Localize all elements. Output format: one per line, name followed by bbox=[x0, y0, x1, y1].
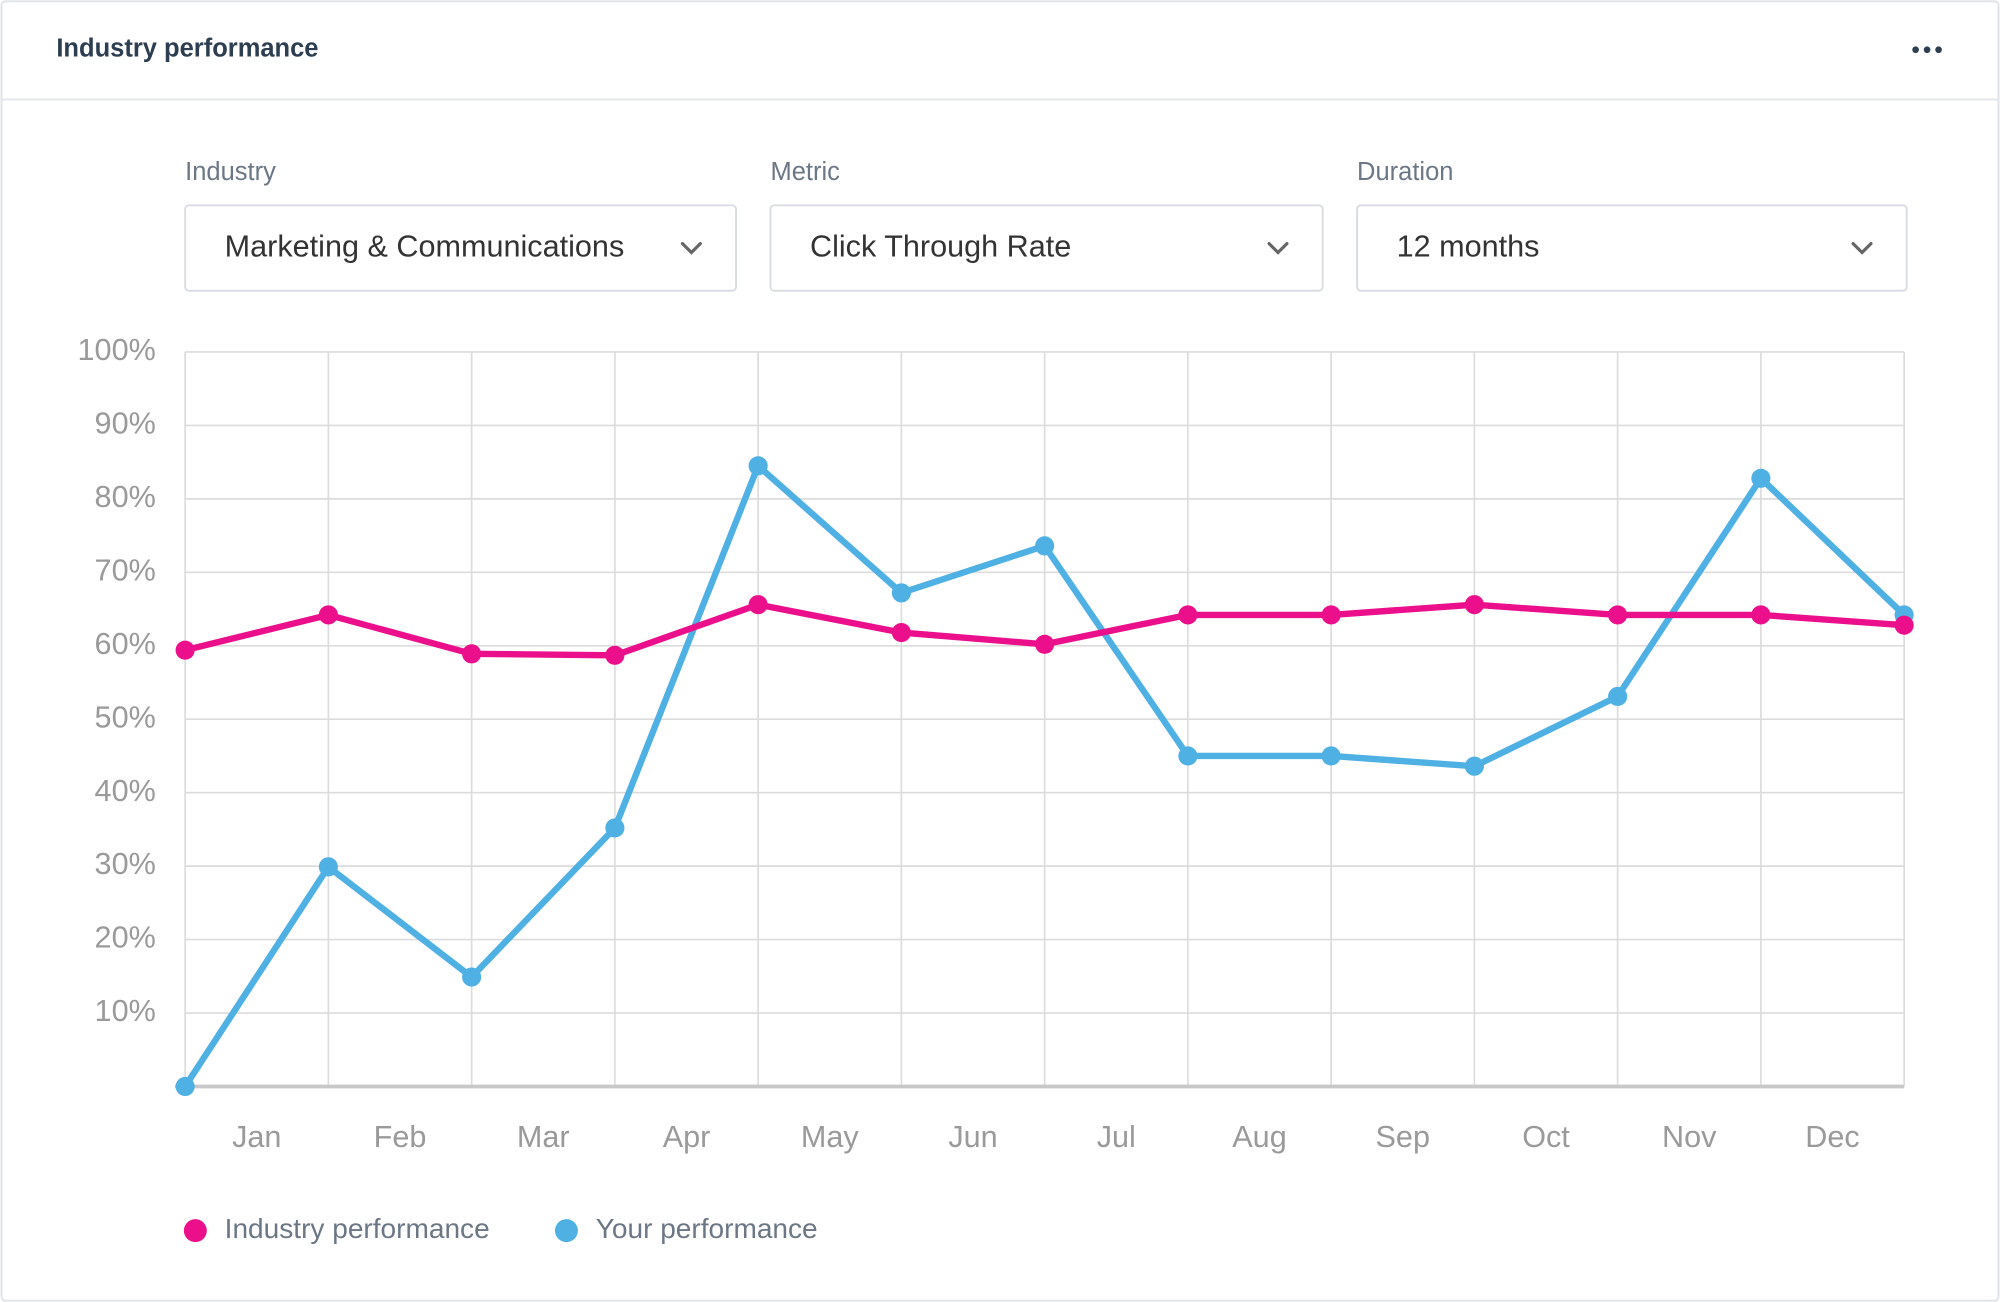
x-tick-label: Dec bbox=[1805, 1120, 1859, 1154]
x-tick-label: Feb bbox=[374, 1120, 427, 1154]
x-tick-label: Oct bbox=[1522, 1120, 1570, 1154]
y-tick-label: 80% bbox=[95, 480, 156, 514]
data-point bbox=[891, 583, 911, 603]
data-point bbox=[1321, 605, 1341, 625]
data-point bbox=[1178, 746, 1198, 766]
legend-label: Your performance bbox=[596, 1213, 818, 1244]
y-tick-label: 70% bbox=[95, 553, 156, 587]
menu-dot bbox=[1912, 46, 1919, 54]
data-point bbox=[1608, 605, 1628, 625]
x-tick-label: Jul bbox=[1097, 1120, 1136, 1154]
y-tick-label: 40% bbox=[95, 774, 156, 808]
x-tick-label: Sep bbox=[1376, 1120, 1430, 1154]
dropdown-chevron bbox=[680, 241, 702, 255]
data-point bbox=[462, 967, 482, 987]
y-tick-label: 10% bbox=[95, 994, 156, 1028]
menu-button[interactable] bbox=[1912, 46, 1942, 54]
filter-label: Metric bbox=[770, 158, 840, 186]
y-tick-label: 90% bbox=[95, 406, 156, 440]
x-tick-label: Mar bbox=[517, 1120, 570, 1154]
dropdown-value: 12 months bbox=[1397, 230, 1540, 264]
data-point bbox=[748, 595, 768, 615]
data-point bbox=[1321, 746, 1341, 766]
legend-swatch bbox=[183, 1219, 207, 1243]
dropdown[interactable] bbox=[1356, 204, 1908, 292]
data-point bbox=[1035, 536, 1055, 556]
data-point bbox=[175, 1076, 195, 1097]
y-tick-label: 30% bbox=[95, 847, 156, 881]
dropdown-chevron bbox=[1851, 241, 1873, 255]
data-point bbox=[605, 818, 625, 838]
data-point bbox=[1035, 634, 1055, 654]
menu-dot bbox=[1923, 46, 1931, 54]
data-point bbox=[1751, 605, 1771, 625]
data-point bbox=[318, 857, 338, 877]
data-point bbox=[748, 456, 768, 476]
data-point bbox=[1751, 468, 1771, 488]
x-tick-label: Apr bbox=[663, 1120, 711, 1154]
dropdown[interactable] bbox=[184, 204, 737, 292]
data-point bbox=[462, 644, 482, 664]
x-tick-label: Aug bbox=[1232, 1120, 1286, 1154]
menu-dot bbox=[1935, 46, 1942, 54]
legend-label: Industry performance bbox=[225, 1213, 490, 1244]
x-tick-label: May bbox=[801, 1120, 859, 1154]
data-point bbox=[605, 645, 625, 665]
data-point bbox=[1894, 615, 1914, 635]
dropdown[interactable] bbox=[769, 204, 1324, 292]
filter-label: Duration bbox=[1357, 158, 1453, 186]
x-tick-label: Jan bbox=[232, 1120, 281, 1154]
y-tick-label: 100% bbox=[78, 333, 156, 367]
data-point bbox=[1464, 756, 1484, 776]
data-point bbox=[1178, 605, 1198, 625]
data-point bbox=[175, 640, 195, 660]
dropdown-chevron bbox=[1267, 241, 1289, 255]
data-point bbox=[1464, 595, 1484, 615]
data-point bbox=[891, 622, 911, 643]
legend-swatch bbox=[554, 1219, 578, 1243]
data-point bbox=[1608, 686, 1628, 707]
card-title: Industry performance bbox=[56, 34, 318, 62]
y-tick-label: 50% bbox=[95, 700, 156, 734]
y-tick-label: 60% bbox=[95, 627, 156, 661]
filter-label: Industry bbox=[185, 158, 276, 186]
y-tick-label: 20% bbox=[95, 921, 156, 955]
dropdown-value: Marketing & Communications bbox=[225, 230, 625, 264]
x-tick-label: Nov bbox=[1662, 1120, 1717, 1154]
x-tick-label: Jun bbox=[948, 1120, 997, 1154]
dropdown-value: Click Through Rate bbox=[810, 230, 1071, 264]
data-point bbox=[318, 605, 338, 625]
